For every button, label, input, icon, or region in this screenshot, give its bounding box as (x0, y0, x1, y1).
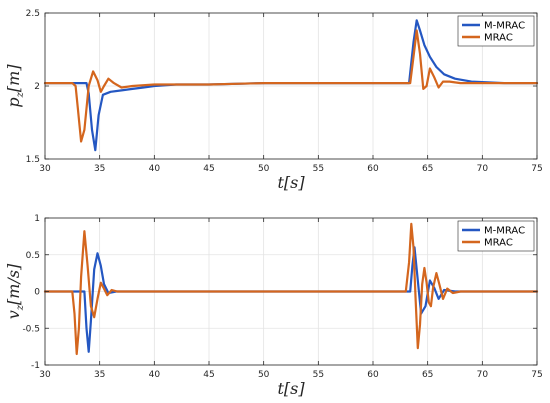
position-y-axis-label: pz[m] (4, 64, 26, 108)
position-x-tick-label: 35 (94, 164, 105, 174)
velocity-x-tick-label: 40 (149, 370, 161, 380)
position-y-tick-label: 2.5 (26, 9, 40, 19)
position-legend-label-m-mrac: M-MRAC (484, 21, 525, 32)
velocity-x-tick-label: 60 (367, 370, 379, 380)
velocity-x-tick-label: 45 (203, 370, 214, 380)
velocity-x-tick-label: 75 (531, 370, 542, 380)
velocity-x-axis-label: t[s] (277, 379, 305, 398)
velocity-legend-box (457, 220, 535, 252)
velocity-chart: 30 35 40 45 50 55 60 65 70 75 -1 -0.5 0 0.5 1 t[s] vz[… (4, 214, 543, 398)
velocity-y-tick-label: 0 (34, 288, 40, 298)
position-legend-box (457, 15, 535, 47)
position-y-tick-label: 1.5 (26, 155, 40, 165)
position-x-tick-label: 45 (203, 164, 214, 174)
velocity-series-mrac-line (43, 222, 539, 356)
velocity-y-axis-label: vz[m/s] (4, 263, 26, 319)
position-x-tick-label: 60 (367, 164, 379, 174)
velocity-y-tick-label: -1 (31, 361, 40, 371)
velocity-series-m-mrac-line (43, 246, 539, 353)
velocity-legend-label-mrac: MRAC (484, 238, 513, 249)
position-ticks: 30 35 40 45 50 55 60 65 70 75 1.5 2 2.5 (26, 9, 543, 174)
position-x-axis-label: t[s] (277, 173, 305, 192)
position-x-tick-label: 65 (422, 164, 433, 174)
position-x-tick-label: 55 (313, 164, 324, 174)
velocity-y-tick-label: 0.5 (26, 251, 40, 261)
velocity-x-tick-label: 55 (313, 370, 324, 380)
velocity-series-group (43, 222, 539, 356)
velocity-x-tick-label: 50 (258, 370, 270, 380)
position-x-tick-label: 75 (531, 164, 542, 174)
velocity-x-tick-label: 30 (39, 370, 51, 380)
position-x-tick-label: 70 (477, 164, 489, 174)
velocity-legend-label-m-mrac: M-MRAC (484, 226, 525, 237)
position-y-tick-label: 2 (34, 82, 40, 92)
position-series-group (43, 19, 539, 152)
position-chart: 30 35 40 45 50 55 60 65 70 75 1.5 2 2.5 t[s] pz[m] M… (4, 9, 543, 192)
position-x-tick-label: 30 (39, 164, 51, 174)
position-x-tick-label: 50 (258, 164, 270, 174)
velocity-y-tick-label: -0.5 (22, 324, 40, 334)
position-x-tick-label: 40 (149, 164, 161, 174)
velocity-x-tick-label: 70 (477, 370, 489, 380)
velocity-x-tick-label: 35 (94, 370, 105, 380)
velocity-ticks: 30 35 40 45 50 55 60 65 70 75 -1 -0.5 0 0.5 1 (22, 214, 542, 380)
position-legend-label-mrac: MRAC (484, 33, 513, 44)
velocity-x-tick-label: 65 (422, 370, 433, 380)
velocity-y-tick-label: 1 (34, 214, 40, 224)
position-series-mrac-line (43, 29, 539, 143)
